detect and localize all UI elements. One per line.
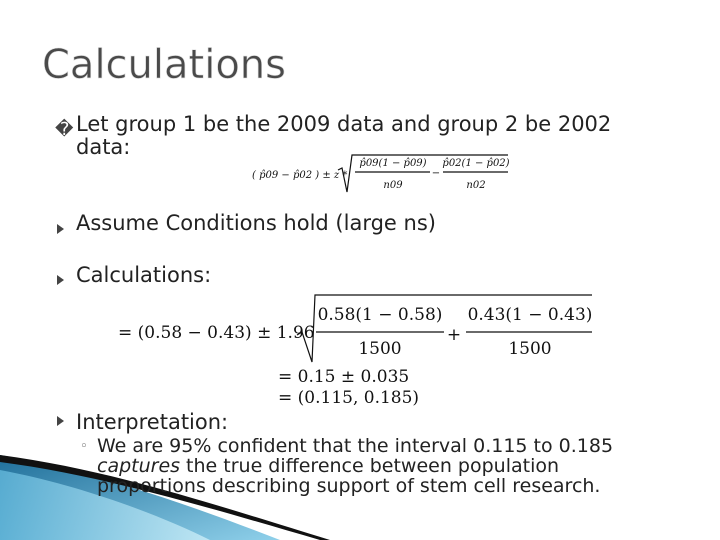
bullet-marker: �: [55, 118, 74, 140]
svg-text:◦: ◦: [80, 439, 88, 454]
text: the true difference between population: [186, 455, 559, 477]
formula-2: = (0.58 − 0.43) ± 1.96 0.58(1 − 0.58) 15…: [118, 294, 593, 408]
formula-text: = (0.115, 0.185): [278, 388, 419, 408]
formula-text: 0.58(1 − 0.58): [318, 305, 443, 325]
decor-swoosh: [0, 455, 330, 540]
formula-text: n02: [466, 180, 485, 191]
title: Calculations: [42, 42, 286, 88]
sub-bullet-text: captures the true difference between popu…: [97, 455, 559, 477]
formula-text: 0.43(1 − 0.43): [468, 305, 593, 325]
formula-text: p̂09(1 − p̂09): [359, 158, 426, 169]
formula-1: ( p̂09 − p̂02 ) ± z * p̂09(1 − p̂09) n09…: [252, 154, 510, 193]
formula-text: p̂02(1 − p̂02): [442, 158, 509, 169]
bullet-text: Interpretation:: [76, 410, 228, 434]
formula-text: 1500: [358, 339, 401, 359]
italic-text: captures: [97, 455, 180, 477]
formula-text: n09: [383, 180, 403, 191]
bullet-text: Assume Conditions hold (large ns): [76, 211, 436, 235]
formula-text: ( p̂09 − p̂02 ) ± z *: [252, 170, 347, 181]
bullet-text: Let group 1 be the 2009 data and group 2…: [76, 112, 611, 136]
bullet-text: data:: [76, 135, 130, 159]
bullet-text: Calculations:: [76, 263, 211, 287]
formula-text: 1500: [508, 339, 551, 359]
sub-bullet-text: proportions describing support of stem c…: [97, 475, 600, 497]
formula-text: +: [447, 325, 461, 345]
formula-text: = (0.58 − 0.43) ± 1.96: [118, 323, 315, 343]
sub-bullet-text: We are 95% confident that the interval 0…: [97, 435, 613, 457]
formula-text: −: [432, 168, 440, 179]
formula-text: = 0.15 ± 0.035: [278, 367, 409, 387]
